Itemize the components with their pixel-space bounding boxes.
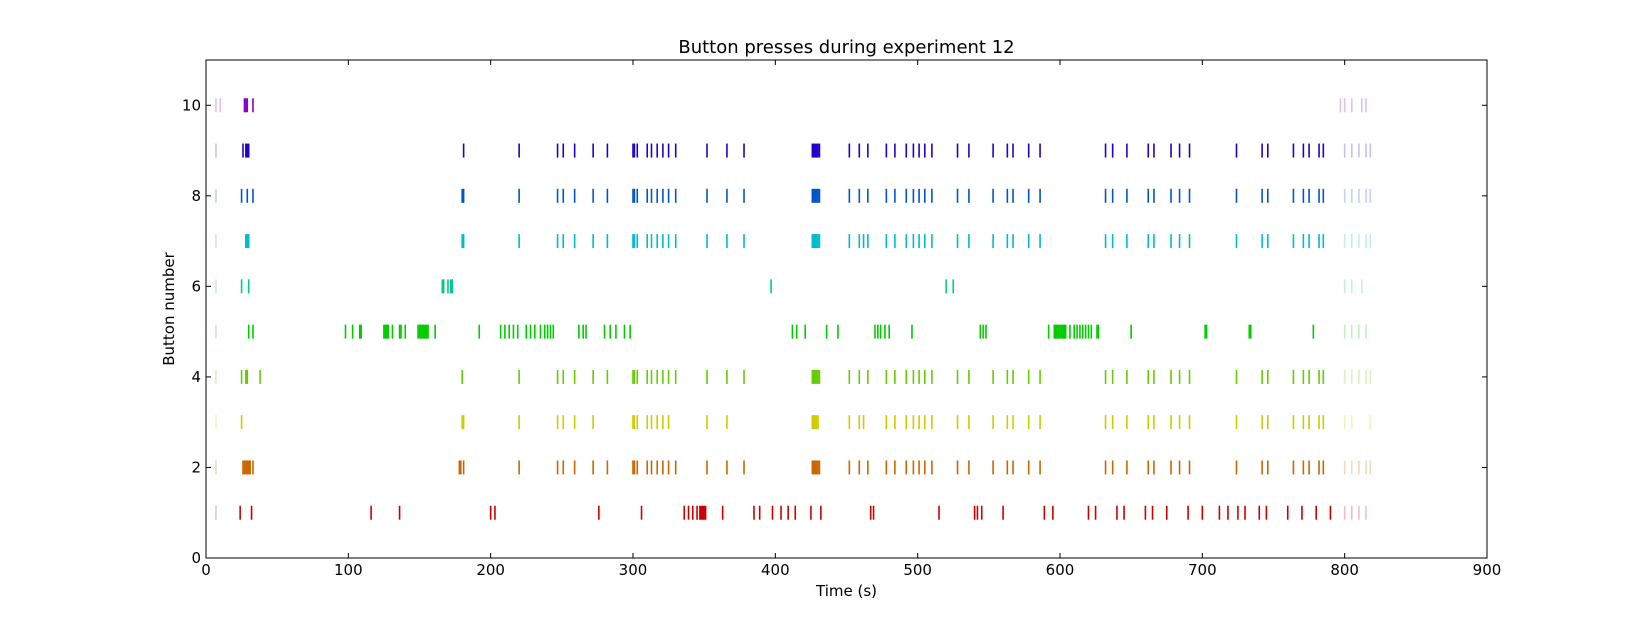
x-tick-label: 400 <box>761 561 790 579</box>
x-tick-label: 500 <box>903 561 932 579</box>
x-tick-label: 200 <box>476 561 505 579</box>
y-tick-label: 8 <box>191 187 201 205</box>
x-tick-label: 0 <box>201 561 211 579</box>
x-tick-label: 300 <box>619 561 648 579</box>
y-tick-label: 10 <box>182 96 201 114</box>
x-tick-label: 900 <box>1473 561 1502 579</box>
plot-area <box>206 60 1487 558</box>
y-tick-label: 0 <box>191 549 201 567</box>
chart-title: Button presses during experiment 12 <box>678 37 1014 58</box>
x-axis-ticks: 0 100 200 300 400 500 600 700 800 900 <box>201 60 1501 579</box>
plot-frame <box>205 59 1488 559</box>
y-tick-label: 4 <box>191 368 201 386</box>
y-tick-label: 6 <box>191 277 201 295</box>
x-tick-label: 800 <box>1330 561 1359 579</box>
y-tick-label: 2 <box>191 458 201 476</box>
x-axis-label: Time (s) <box>815 582 877 600</box>
x-tick-label: 700 <box>1188 561 1217 579</box>
y-axis-label: Button number <box>160 251 178 365</box>
y-axis-ticks: 0 2 4 6 8 10 <box>182 96 1487 567</box>
x-tick-label: 600 <box>1046 561 1075 579</box>
event-marks <box>215 98 1372 520</box>
x-tick-label: 100 <box>334 561 363 579</box>
